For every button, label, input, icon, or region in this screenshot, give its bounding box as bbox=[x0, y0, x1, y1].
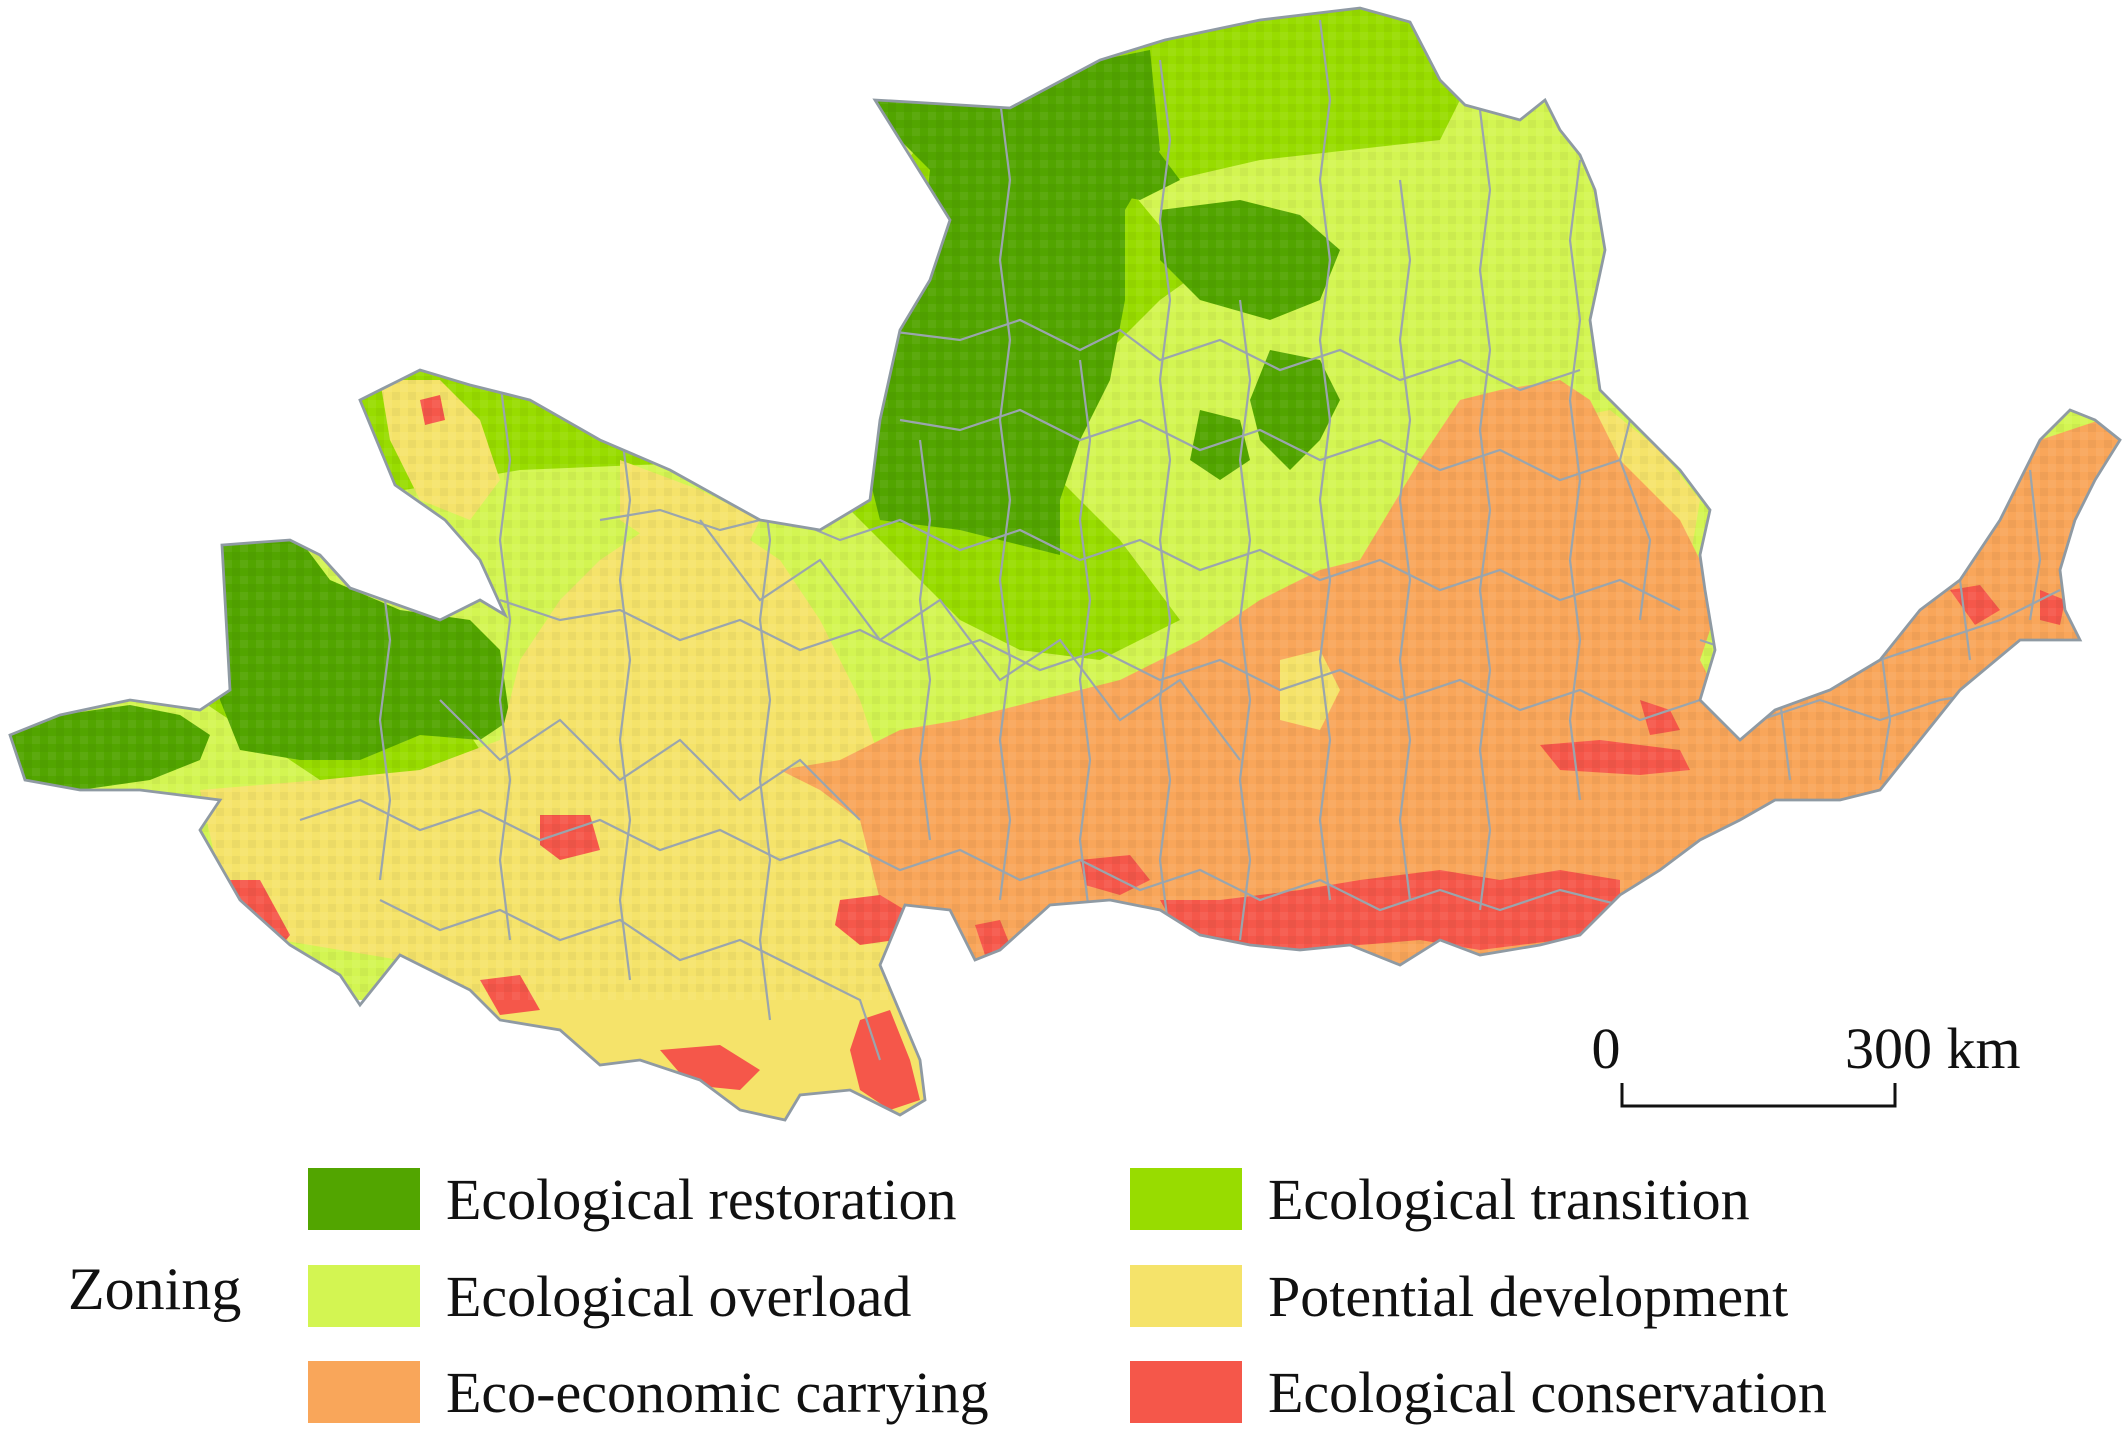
legend-swatch bbox=[1130, 1168, 1242, 1230]
basin-outline bbox=[8, 6, 2122, 1122]
legend-swatch bbox=[308, 1168, 420, 1230]
legend-label: Eco-economic carrying bbox=[446, 1359, 989, 1425]
legend-swatch bbox=[1130, 1265, 1242, 1327]
scale-bar-start-label: 0 bbox=[1592, 1016, 1621, 1081]
zone-conservation-patch-4 bbox=[850, 1010, 920, 1110]
legend-item-ecological-transition: Ecological transition bbox=[1130, 1155, 1750, 1243]
legend-label: Ecological conservation bbox=[1268, 1359, 1827, 1425]
scale-bar-line bbox=[1620, 1083, 1897, 1108]
legend-item-eco-economic-carrying: Eco-economic carrying bbox=[308, 1348, 989, 1436]
legend-item-ecological-conservation: Ecological conservation bbox=[1130, 1348, 1827, 1436]
legend-item-ecological-overload: Ecological overload bbox=[308, 1252, 911, 1340]
scale-bar-end-label: 300 km bbox=[1845, 1016, 2021, 1081]
legend-swatch bbox=[308, 1361, 420, 1423]
legend-item-ecological-restoration: Ecological restoration bbox=[308, 1155, 957, 1243]
legend-label: Ecological overload bbox=[446, 1263, 912, 1329]
scale-bar: 0 300 km bbox=[1592, 1016, 2021, 1108]
legend-label: Potential development bbox=[1268, 1263, 1789, 1329]
legend-swatch bbox=[308, 1265, 420, 1327]
legend-swatch bbox=[1130, 1361, 1242, 1423]
raster-texture bbox=[10, 8, 2120, 1000]
legend-title: Zoning bbox=[68, 1256, 242, 1322]
legend-label: Ecological restoration bbox=[446, 1166, 957, 1232]
legend-item-potential-development: Potential development bbox=[1130, 1252, 1788, 1340]
legend-label: Ecological transition bbox=[1268, 1166, 1750, 1232]
